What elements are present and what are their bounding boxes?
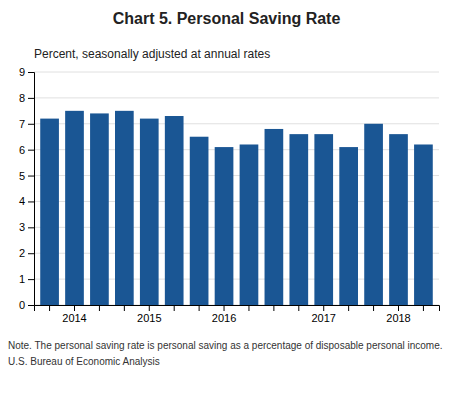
bar	[40, 119, 59, 305]
y-tick-label: 4	[19, 195, 25, 207]
annotation: U.S. Bureau of Economic Analysis	[8, 356, 160, 367]
x-tick-mark	[49, 305, 50, 311]
y-axis: 0 1 2 3 4 5 6 7 8 9	[19, 66, 35, 311]
x-tick-label: 2016	[212, 312, 236, 324]
bar	[115, 111, 134, 305]
bar	[389, 134, 408, 305]
x-tick-mark	[174, 305, 175, 311]
y-tick: 1	[19, 273, 34, 285]
bar	[314, 134, 333, 305]
y-tick-label: 3	[19, 221, 25, 233]
y-tick: 8	[19, 92, 34, 104]
x-tick	[348, 305, 349, 311]
x-tick-label: 2018	[386, 312, 410, 324]
y-tick-mark	[28, 72, 34, 73]
x-tick	[248, 305, 249, 311]
x-tick-label: 2014	[62, 312, 86, 324]
x-tick-mark	[99, 305, 100, 311]
x-tick: 2018	[386, 305, 410, 324]
y-tick-mark	[28, 305, 34, 306]
x-tick	[423, 305, 424, 311]
y-tick: 9	[19, 66, 34, 78]
x-tick-mark	[273, 305, 274, 311]
x-tick-mark	[398, 305, 399, 311]
y-tick: 7	[19, 118, 34, 130]
bar	[90, 113, 109, 305]
bars	[40, 111, 433, 305]
y-tick-mark	[28, 124, 34, 125]
y-tick-mark	[28, 227, 34, 228]
y-tick-mark	[28, 253, 34, 254]
x-tick	[199, 305, 200, 311]
x-tick-mark	[199, 305, 200, 311]
bar	[289, 134, 308, 305]
bar	[339, 147, 358, 305]
x-tick	[99, 305, 100, 311]
x-tick	[373, 305, 374, 311]
y-tick-label: 6	[19, 144, 25, 156]
x-tick	[124, 305, 125, 311]
y-tick-label: 7	[19, 118, 25, 130]
y-axis-line	[28, 73, 35, 306]
bar	[414, 144, 433, 305]
x-tick-label: 2015	[137, 312, 161, 324]
y-tick: 0	[19, 299, 34, 311]
x-tick	[273, 305, 274, 311]
x-tick-mark	[348, 305, 349, 311]
bar	[65, 111, 84, 305]
y-tick-label: 1	[19, 273, 25, 285]
bar	[364, 124, 383, 305]
x-tick: 2016	[212, 305, 236, 324]
x-tick	[174, 305, 175, 311]
y-tick-mark	[28, 98, 34, 99]
y-tick: 3	[19, 221, 34, 233]
x-tick-mark	[149, 305, 150, 311]
x-tick-mark	[373, 305, 374, 311]
bar	[165, 116, 184, 305]
x-tick-mark	[124, 305, 125, 311]
grid	[34, 72, 439, 305]
y-tick-label: 8	[19, 92, 25, 104]
bar	[190, 137, 209, 305]
x-tick-mark	[74, 305, 75, 311]
bar	[140, 119, 159, 305]
x-tick-mark	[423, 305, 424, 311]
y-tick-label: 0	[19, 299, 25, 311]
y-tick-label: 9	[19, 66, 25, 78]
y-tick: 5	[19, 170, 34, 182]
x-tick	[298, 305, 299, 311]
y-tick-mark	[28, 176, 34, 177]
chart: Chart 5. Personal Saving Rate Percent, se…	[0, 0, 453, 401]
x-tick-mark	[323, 305, 324, 311]
x-tick-mark	[248, 305, 249, 311]
y-tick: 2	[19, 247, 34, 259]
x-axis: 2014 2015 2016 2017 2018	[35, 305, 440, 324]
y-tick: 6	[19, 144, 34, 156]
x-tick-mark	[224, 305, 225, 311]
x-tick	[49, 305, 50, 311]
grid-line	[34, 72, 439, 73]
y-tick-label: 5	[19, 170, 25, 182]
title: Chart 5. Personal Saving Rate	[113, 10, 341, 27]
subtitle: Percent, seasonally adjusted at annual r…	[34, 47, 270, 61]
x-tick-mark	[298, 305, 299, 311]
x-axis-line	[35, 306, 440, 312]
bar	[215, 147, 234, 305]
y-tick: 4	[19, 195, 34, 207]
x-tick: 2015	[137, 305, 161, 324]
x-tick: 2017	[311, 305, 335, 324]
y-tick-mark	[28, 279, 34, 280]
bar	[265, 129, 284, 305]
y-tick-mark	[28, 201, 34, 202]
x-tick: 2014	[62, 305, 86, 324]
grid-line	[34, 97, 439, 98]
y-tick-label: 2	[19, 247, 25, 259]
y-tick-mark	[28, 150, 34, 151]
annotation: Note. The personal saving rate is person…	[8, 340, 443, 351]
bar	[240, 144, 259, 305]
x-tick-label: 2017	[311, 312, 335, 324]
